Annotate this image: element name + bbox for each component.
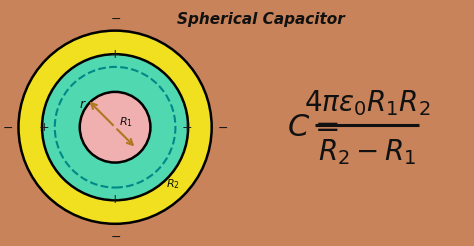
Text: $\mathit{C}=$: $\mathit{C}=$: [287, 112, 339, 143]
Text: $R_2$: $R_2$: [166, 177, 180, 191]
Text: $r$: $r$: [79, 98, 87, 111]
Text: $-$: $-$: [2, 121, 13, 134]
Circle shape: [80, 92, 150, 163]
Text: $4\pi\varepsilon_0 R_1 R_2$: $4\pi\varepsilon_0 R_1 R_2$: [304, 88, 430, 118]
Text: $R_2 - R_1$: $R_2 - R_1$: [318, 137, 416, 167]
Text: $-$: $-$: [218, 121, 228, 134]
Text: $+$: $+$: [109, 48, 121, 61]
Text: $-$: $-$: [109, 230, 121, 243]
Text: Spherical Capacitor: Spherical Capacitor: [177, 12, 345, 27]
Text: $+$: $+$: [181, 121, 192, 134]
Text: $+$: $+$: [109, 193, 121, 206]
Circle shape: [18, 31, 212, 224]
Text: $-$: $-$: [109, 12, 121, 25]
Text: $+$: $+$: [38, 121, 49, 134]
Text: $R_1$: $R_1$: [119, 115, 133, 129]
Circle shape: [42, 54, 188, 200]
